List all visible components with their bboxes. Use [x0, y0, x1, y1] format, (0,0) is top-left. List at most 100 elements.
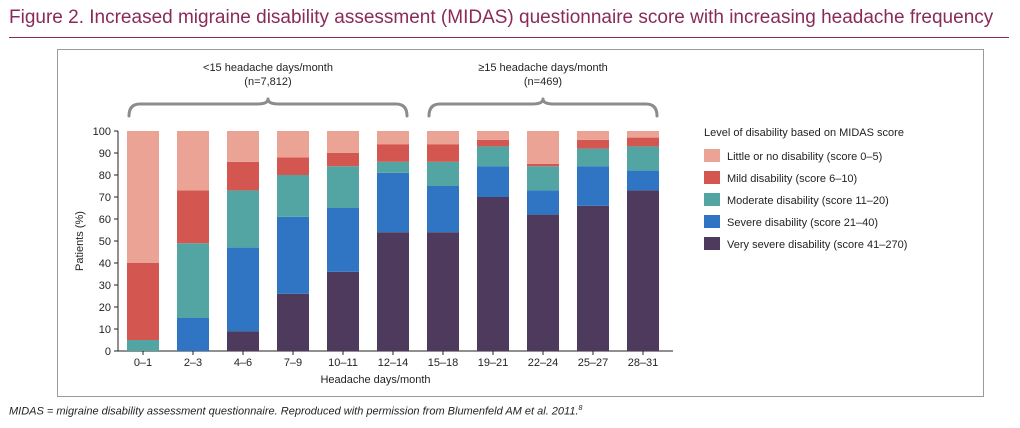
- bar-segment: [127, 263, 159, 340]
- group-label: <15 headache days/month: [203, 62, 333, 74]
- bar-segment: [477, 139, 509, 147]
- bar-segment: [527, 164, 559, 167]
- x-axis-label: Headache days/month: [320, 374, 430, 386]
- bar-segment: [527, 131, 559, 164]
- bar-segment: [327, 271, 359, 351]
- legend-swatch: [704, 237, 720, 250]
- bar-segment: [227, 247, 259, 332]
- bar-segment: [377, 131, 409, 145]
- legend-label: Little or no disability (score 0–5): [727, 151, 882, 163]
- bar-segment: [427, 131, 459, 145]
- bar-segment: [327, 166, 359, 208]
- group-sample-size: (n=469): [524, 76, 562, 88]
- bar-segment: [577, 205, 609, 351]
- bar-segment: [627, 131, 659, 138]
- legend-swatch: [704, 171, 720, 184]
- bar-segment: [277, 293, 309, 351]
- bar-segment: [577, 139, 609, 149]
- legend-label: Very severe disability (score 41–270): [727, 239, 907, 251]
- legend-label: Mild disability (score 6–10): [727, 173, 857, 185]
- title-divider: [9, 37, 1009, 38]
- x-tick-label: 28–31: [628, 357, 659, 369]
- bar-segment: [377, 232, 409, 351]
- bar-segment: [377, 144, 409, 162]
- bar-segment: [177, 243, 209, 318]
- y-tick-label: 30: [99, 280, 111, 292]
- legend-swatch: [704, 149, 720, 162]
- bar-segment: [577, 148, 609, 167]
- y-tick-label: 70: [99, 192, 111, 204]
- bar-segment: [177, 131, 209, 191]
- y-tick-label: 0: [105, 346, 111, 358]
- bar-segment: [477, 146, 509, 167]
- legend-title: Level of disability based on MIDAS score: [704, 127, 904, 139]
- y-axis-label: Patients (%): [74, 211, 86, 271]
- bar-segment: [477, 131, 509, 140]
- bar-segment: [627, 170, 659, 191]
- bar-segment: [127, 340, 159, 351]
- bar-segment: [377, 161, 409, 173]
- y-tick-label: 100: [93, 126, 111, 138]
- bar-segment: [427, 144, 459, 162]
- x-tick-label: 4–6: [234, 357, 252, 369]
- bar-segment: [477, 166, 509, 197]
- x-tick-label: 15–18: [428, 357, 459, 369]
- x-tick-label: 2–3: [184, 357, 202, 369]
- bar-segment: [627, 146, 659, 171]
- y-tick-label: 10: [99, 324, 111, 336]
- legend-label: Severe disability (score 21–40): [727, 217, 878, 229]
- y-tick-label: 90: [99, 148, 111, 160]
- bar-segment: [327, 153, 359, 167]
- x-tick-label: 22–24: [528, 357, 559, 369]
- bar-segment: [277, 157, 309, 175]
- bar-segment: [427, 232, 459, 351]
- y-tick-label: 20: [99, 302, 111, 314]
- bar-segment: [227, 161, 259, 191]
- footnote-text: MIDAS = migraine disability assessment q…: [9, 405, 579, 418]
- bar-segment: [327, 208, 359, 272]
- bar-segment: [577, 131, 609, 140]
- bar-segment: [427, 186, 459, 233]
- bar-segment: [527, 214, 559, 351]
- group-label: ≥15 headache days/month: [478, 62, 608, 74]
- y-tick-label: 60: [99, 214, 111, 226]
- bar-segment: [527, 166, 559, 191]
- x-tick-label: 12–14: [378, 357, 409, 369]
- bar-segment: [427, 161, 459, 186]
- bar-segment: [527, 190, 559, 215]
- x-tick-label: 10–11: [328, 357, 358, 369]
- stacked-bar-chart: 0 10 20 30 40 50 60 70 80 90 100 Patients (%) 0–1 2–3…: [74, 62, 907, 386]
- y-tick-label: 50: [99, 236, 111, 248]
- bar-segment: [227, 331, 259, 351]
- x-tick-label: 19–21: [478, 357, 509, 369]
- group-brace: [427, 97, 659, 118]
- y-tick-label: 80: [99, 170, 111, 182]
- bar-segment: [127, 131, 159, 263]
- bar-segment: [277, 216, 309, 294]
- bar-segment: [277, 131, 309, 158]
- bar-segment: [177, 318, 209, 351]
- bar-segment: [577, 166, 609, 206]
- figure-title: Figure 2. Increased migraine disability …: [9, 7, 994, 28]
- x-tick-label: 0–1: [134, 357, 152, 369]
- x-tick-label: 7–9: [284, 357, 302, 369]
- footnote-reference: 8: [578, 405, 583, 412]
- legend-label: Moderate disability (score 11–20): [727, 195, 889, 207]
- x-tick-label: 25–27: [578, 357, 609, 369]
- bar-segment: [227, 131, 259, 162]
- legend-swatch: [704, 215, 720, 228]
- figure-footnote: MIDAS = migraine disability assessment q…: [9, 405, 582, 418]
- bar-segment: [177, 190, 209, 244]
- bar-segment: [627, 190, 659, 351]
- chart-frame: 0 10 20 30 40 50 60 70 80 90 100 Patients (%) 0–1 2–3…: [57, 49, 984, 397]
- group-sample-size: (n=7,812): [244, 76, 291, 88]
- bar-segment: [377, 172, 409, 233]
- bar-segment: [227, 190, 259, 248]
- group-brace: [127, 97, 409, 118]
- legend-swatch: [704, 193, 720, 206]
- bar-segment: [327, 131, 359, 153]
- bar-segment: [277, 175, 309, 217]
- bar-segment: [627, 137, 659, 147]
- y-tick-label: 40: [99, 258, 111, 270]
- bar-segment: [477, 197, 509, 351]
